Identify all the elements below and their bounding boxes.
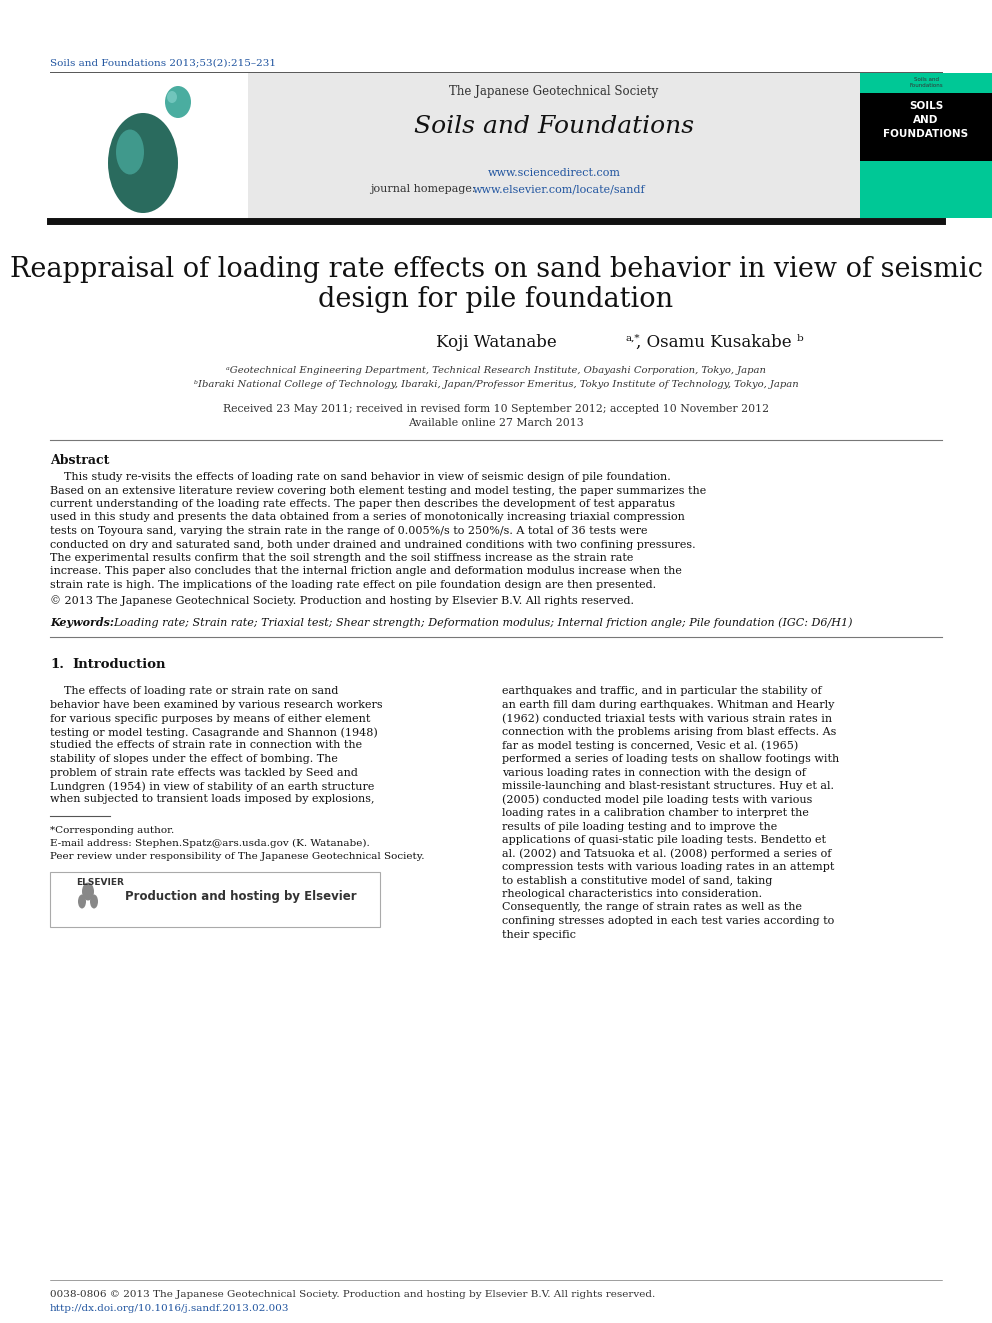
Text: http://dx.doi.org/10.1016/j.sandf.2013.02.003: http://dx.doi.org/10.1016/j.sandf.2013.0… xyxy=(50,1304,290,1312)
Text: Received 23 May 2011; received in revised form 10 September 2012; accepted 10 No: Received 23 May 2011; received in revise… xyxy=(223,404,769,414)
Text: applications of quasi-static pile loading tests. Bendetto et: applications of quasi-static pile loadin… xyxy=(502,835,826,845)
Text: design for pile foundation: design for pile foundation xyxy=(318,286,674,314)
Text: ᵇIbaraki National College of Technology, Ibaraki, Japan/Professor Emeritus, Toky: ᵇIbaraki National College of Technology,… xyxy=(193,380,799,389)
Text: Soils and Foundations: Soils and Foundations xyxy=(414,115,694,138)
Text: current understanding of the loading rate effects. The paper then describes the : current understanding of the loading rat… xyxy=(50,499,676,509)
Text: E-mail address: Stephen.Spatz@ars.usda.gov (K. Watanabe).: E-mail address: Stephen.Spatz@ars.usda.g… xyxy=(50,839,370,848)
Text: www.sciencedirect.com: www.sciencedirect.com xyxy=(487,168,621,179)
Text: Abstract: Abstract xyxy=(50,454,109,467)
Text: missile-launching and blast-resistant structures. Huy et al.: missile-launching and blast-resistant st… xyxy=(502,781,834,791)
Text: *Corresponding author.: *Corresponding author. xyxy=(50,826,175,835)
Text: testing or model testing. Casagrande and Shannon (1948): testing or model testing. Casagrande and… xyxy=(50,728,378,737)
Text: far as model testing is concerned, Vesic et al. (1965): far as model testing is concerned, Vesic… xyxy=(502,741,799,751)
Text: (1962) conducted triaxial tests with various strain rates in: (1962) conducted triaxial tests with var… xyxy=(502,713,832,724)
Text: tests on Toyoura sand, varying the strain rate in the range of 0.005%/s to 250%/: tests on Toyoura sand, varying the strai… xyxy=(50,527,648,536)
Text: for various specific purposes by means of either element: for various specific purposes by means o… xyxy=(50,713,370,724)
Text: al. (2002) and Tatsuoka et al. (2008) performed a series of: al. (2002) and Tatsuoka et al. (2008) pe… xyxy=(502,848,831,859)
Text: Soils and
Foundations: Soils and Foundations xyxy=(910,77,942,87)
Text: Loading rate; Strain rate; Triaxial test; Shear strength; Deformation modulus; I: Loading rate; Strain rate; Triaxial test… xyxy=(113,617,852,627)
Text: SOILS
AND
FOUNDATIONS: SOILS AND FOUNDATIONS xyxy=(884,101,968,139)
Text: to establish a constitutive model of sand, taking: to establish a constitutive model of san… xyxy=(502,876,773,885)
Bar xyxy=(860,73,992,218)
Text: compression tests with various loading rates in an attempt: compression tests with various loading r… xyxy=(502,863,834,872)
Text: Introduction: Introduction xyxy=(72,659,166,672)
FancyBboxPatch shape xyxy=(50,872,380,927)
Ellipse shape xyxy=(82,882,94,901)
Text: an earth fill dam during earthquakes. Whitman and Hearly: an earth fill dam during earthquakes. Wh… xyxy=(502,700,834,710)
Text: Available online 27 March 2013: Available online 27 March 2013 xyxy=(408,418,584,429)
Text: The Japanese Geotechnical Society: The Japanese Geotechnical Society xyxy=(449,85,659,98)
Text: Consequently, the range of strain rates as well as the: Consequently, the range of strain rates … xyxy=(502,902,802,913)
Ellipse shape xyxy=(165,86,191,118)
Text: stability of slopes under the effect of bombing. The: stability of slopes under the effect of … xyxy=(50,754,338,763)
Text: This study re-visits the effects of loading rate on sand behavior in view of sei: This study re-visits the effects of load… xyxy=(50,472,671,482)
Text: when subjected to transient loads imposed by explosions,: when subjected to transient loads impose… xyxy=(50,795,375,804)
Text: (2005) conducted model pile loading tests with various: (2005) conducted model pile loading test… xyxy=(502,795,812,806)
Text: , Osamu Kusakabe: , Osamu Kusakabe xyxy=(636,333,792,351)
Text: their specific: their specific xyxy=(502,930,576,939)
Bar xyxy=(860,93,992,161)
Text: Production and hosting by Elsevier: Production and hosting by Elsevier xyxy=(125,890,357,904)
Text: Peer review under responsibility of The Japanese Geotechnical Society.: Peer review under responsibility of The … xyxy=(50,852,425,861)
Text: The effects of loading rate or strain rate on sand: The effects of loading rate or strain ra… xyxy=(50,687,338,696)
Text: ᵃGeotechnical Engineering Department, Technical Research Institute, Obayashi Cor: ᵃGeotechnical Engineering Department, Te… xyxy=(226,366,766,374)
Text: Koji Watanabe: Koji Watanabe xyxy=(435,333,557,351)
Text: ELSEVIER: ELSEVIER xyxy=(76,878,124,886)
Text: 1.: 1. xyxy=(50,659,64,672)
Text: various loading rates in connection with the design of: various loading rates in connection with… xyxy=(502,767,806,778)
Text: used in this study and presents the data obtained from a series of monotonically: used in this study and presents the data… xyxy=(50,512,684,523)
Text: problem of strain rate effects was tackled by Seed and: problem of strain rate effects was tackl… xyxy=(50,767,358,778)
Text: confining stresses adopted in each test varies according to: confining stresses adopted in each test … xyxy=(502,916,834,926)
Ellipse shape xyxy=(90,894,98,909)
Ellipse shape xyxy=(78,894,86,909)
Text: loading rates in a calibration chamber to interpret the: loading rates in a calibration chamber t… xyxy=(502,808,808,818)
Text: Keywords:: Keywords: xyxy=(50,617,118,628)
Text: © 2013 The Japanese Geotechnical Society. Production and hosting by Elsevier B.V: © 2013 The Japanese Geotechnical Society… xyxy=(50,595,634,606)
Text: Based on an extensive literature review covering both element testing and model : Based on an extensive literature review … xyxy=(50,486,706,496)
Text: behavior have been examined by various research workers: behavior have been examined by various r… xyxy=(50,700,383,710)
Ellipse shape xyxy=(108,112,178,213)
Text: Soils and Foundations 2013;53(2):215–231: Soils and Foundations 2013;53(2):215–231 xyxy=(50,58,276,67)
Text: connection with the problems arising from blast effects. As: connection with the problems arising fro… xyxy=(502,728,836,737)
Text: studied the effects of strain rate in connection with the: studied the effects of strain rate in co… xyxy=(50,741,362,750)
Text: Lundgren (1954) in view of stability of an earth structure: Lundgren (1954) in view of stability of … xyxy=(50,781,374,791)
Text: earthquakes and traffic, and in particular the stability of: earthquakes and traffic, and in particul… xyxy=(502,687,821,696)
Text: www.elsevier.com/locate/sandf: www.elsevier.com/locate/sandf xyxy=(473,184,646,194)
Ellipse shape xyxy=(167,91,177,103)
Text: Reappraisal of loading rate effects on sand behavior in view of seismic: Reappraisal of loading rate effects on s… xyxy=(10,255,982,283)
Text: increase. This paper also concludes that the internal friction angle and deforma: increase. This paper also concludes that… xyxy=(50,566,682,577)
Text: a,*: a,* xyxy=(625,333,640,343)
Text: results of pile loading testing and to improve the: results of pile loading testing and to i… xyxy=(502,822,778,831)
Text: conducted on dry and saturated sand, both under drained and undrained conditions: conducted on dry and saturated sand, bot… xyxy=(50,540,695,549)
Text: performed a series of loading tests on shallow footings with: performed a series of loading tests on s… xyxy=(502,754,839,763)
Text: rheological characteristics into consideration.: rheological characteristics into conside… xyxy=(502,889,762,900)
Text: journal homepage:: journal homepage: xyxy=(370,184,479,194)
Text: b: b xyxy=(797,333,804,343)
Text: strain rate is high. The implications of the loading rate effect on pile foundat: strain rate is high. The implications of… xyxy=(50,579,656,590)
Bar xyxy=(248,73,860,218)
Text: 0038-0806 © 2013 The Japanese Geotechnical Society. Production and hosting by El: 0038-0806 © 2013 The Japanese Geotechnic… xyxy=(50,1290,656,1299)
Text: The experimental results confirm that the soil strength and the soil stiffness i: The experimental results confirm that th… xyxy=(50,553,633,564)
Ellipse shape xyxy=(116,130,144,175)
